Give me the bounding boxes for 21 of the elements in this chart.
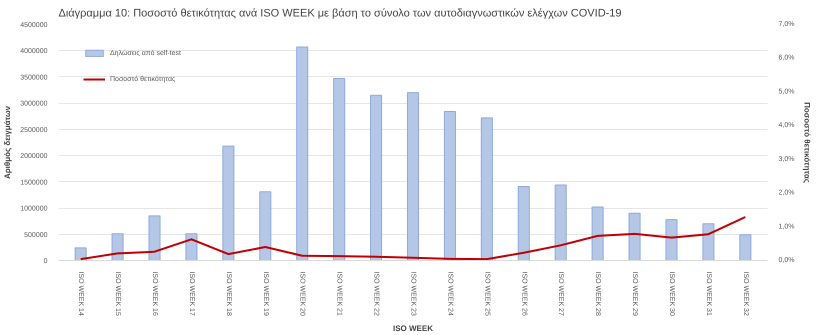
bar xyxy=(592,206,604,260)
bar xyxy=(480,117,493,260)
bar xyxy=(406,92,420,260)
bar xyxy=(296,46,308,260)
bar xyxy=(259,191,272,260)
bar xyxy=(702,223,714,260)
x-axis-title: ISO WEEK xyxy=(393,324,434,333)
bar xyxy=(554,184,567,260)
line-series xyxy=(80,216,746,260)
bar xyxy=(739,234,752,260)
bar xyxy=(628,212,641,260)
chart-title: Διάγραμμα 10: Ποσοστό θετικότητας ανά ISO WEEK με βάση το σύνολο των αυτοδιαγνωστικών ελέγχων COVID-19 xyxy=(58,8,622,20)
bar xyxy=(665,219,678,260)
bar xyxy=(370,94,382,260)
bar xyxy=(148,215,161,260)
bar xyxy=(518,186,530,260)
y2-axis-title: Ποσοστό θετικότητας xyxy=(802,102,812,183)
bar xyxy=(222,146,234,260)
bar xyxy=(333,78,346,260)
y-axis-title: Αριθμός δειγμάτων xyxy=(3,105,12,180)
bar xyxy=(444,111,456,260)
